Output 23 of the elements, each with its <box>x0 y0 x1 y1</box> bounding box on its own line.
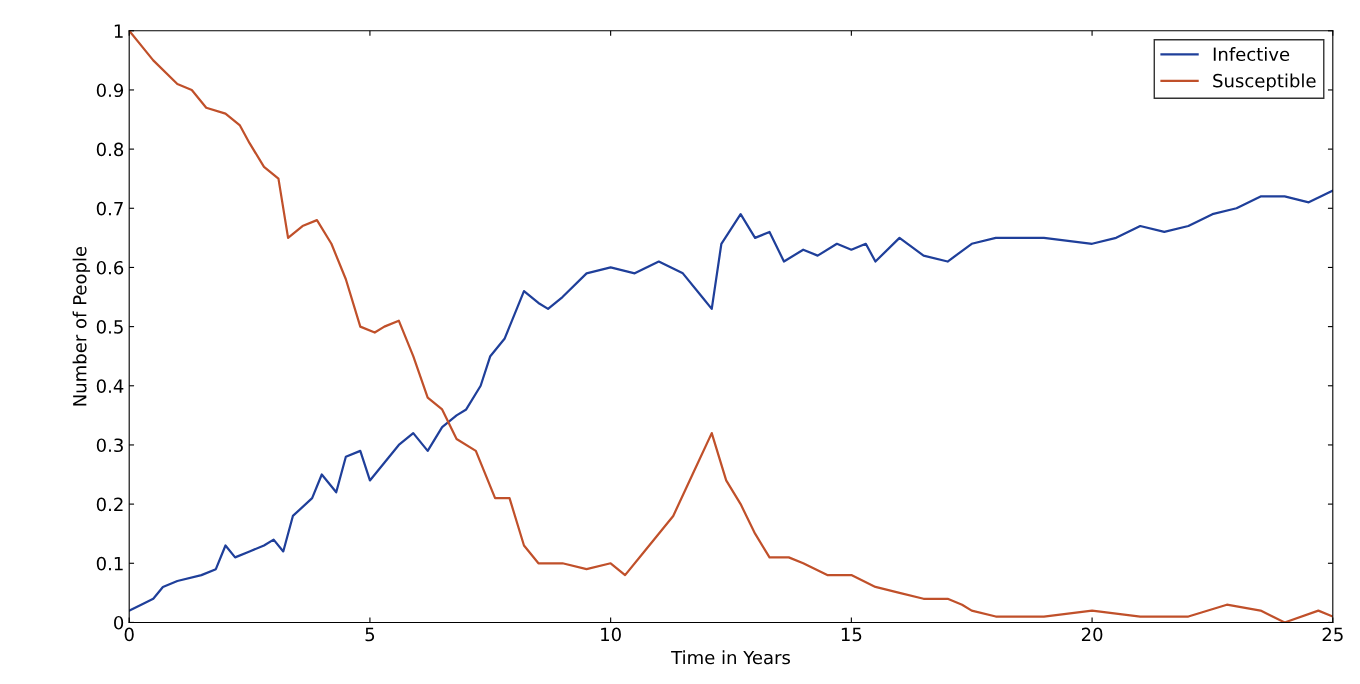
y-tick-label: 0.8 <box>96 142 124 157</box>
x-tick-label: 20 <box>1081 627 1103 642</box>
y-tick-label: 0.7 <box>96 201 123 216</box>
y-tick-label: 1 <box>114 24 123 38</box>
y-axis-title: Number of People <box>72 246 91 406</box>
x-tick-label: 5 <box>365 627 375 642</box>
y-tick-label: 0.2 <box>96 497 123 512</box>
y-tick-label: 0 <box>114 615 124 630</box>
line-series <box>129 30 1333 623</box>
legend-label: Susceptible <box>1213 73 1316 92</box>
y-tick-label: 0.1 <box>96 556 123 571</box>
legend-label: Infective <box>1213 47 1290 62</box>
x-tick-label: 15 <box>841 627 862 642</box>
y-tick-label: 0.9 <box>96 83 124 98</box>
y-tick-label: 0.4 <box>96 379 124 393</box>
y-tick-label: 0.6 <box>96 260 124 275</box>
y-tick-label: 0.5 <box>96 320 123 334</box>
x-tick-label: 0 <box>124 627 134 642</box>
x-axis-title: Time in Years <box>671 650 790 665</box>
x-tick-label: 10 <box>601 627 621 642</box>
x-tick-label: 25 <box>1322 627 1343 642</box>
line-series <box>129 189 1333 612</box>
y-tick-label: 0.3 <box>96 438 123 453</box>
